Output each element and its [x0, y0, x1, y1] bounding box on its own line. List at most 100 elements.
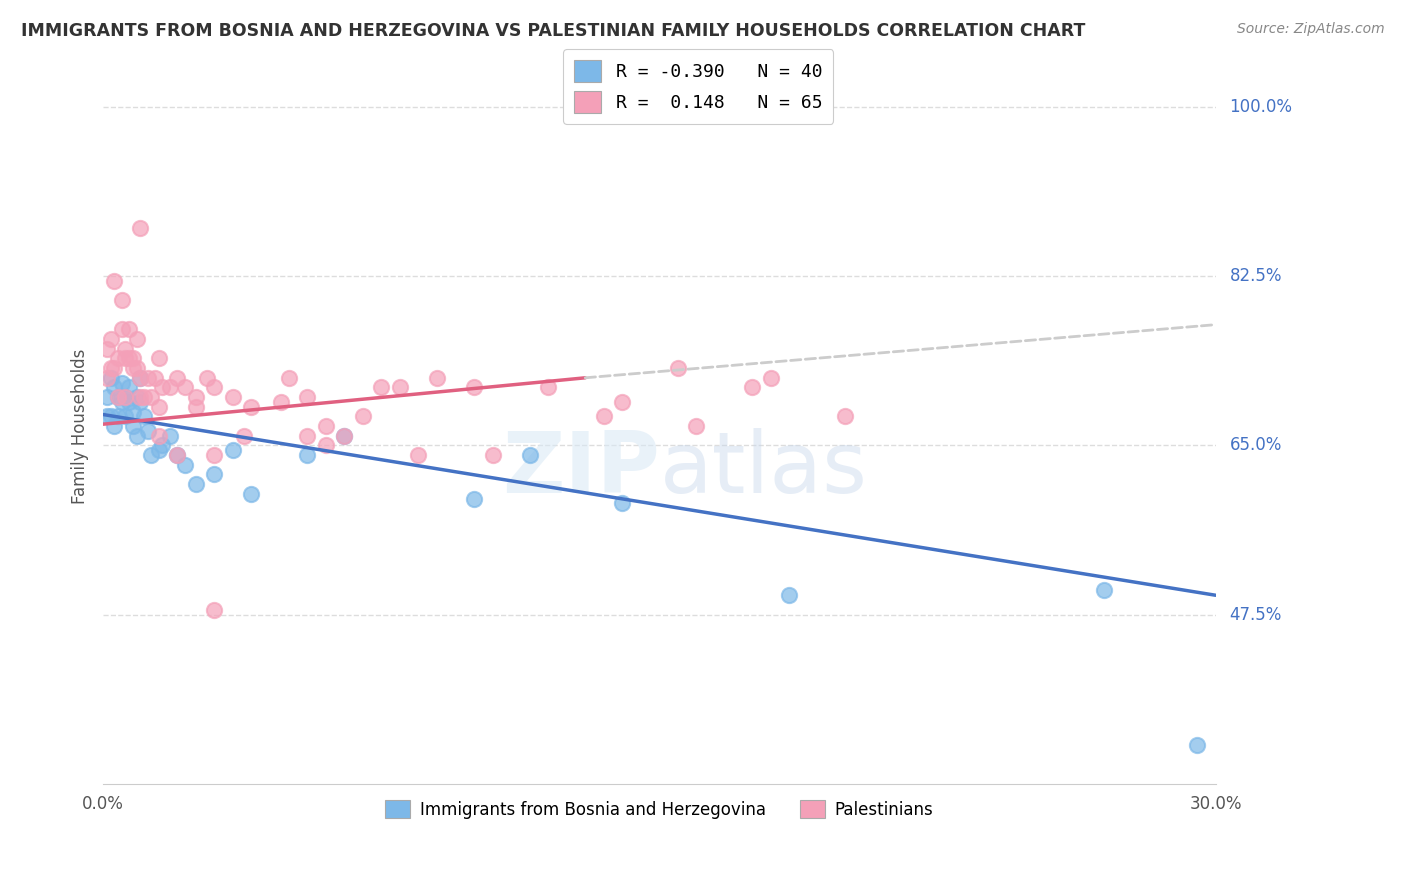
Point: [100, 371, 122, 385]
Point: [129, 221, 152, 235]
Point: [96, 409, 118, 424]
Text: 82.5%: 82.5%: [1230, 268, 1282, 285]
Point: [107, 351, 129, 366]
Point: [778, 588, 800, 602]
Point: [1094, 583, 1116, 598]
Point: [103, 274, 125, 288]
Point: [463, 491, 485, 506]
Text: 47.5%: 47.5%: [1230, 606, 1282, 624]
Point: [118, 380, 141, 394]
Point: [152, 438, 174, 452]
Point: [173, 380, 195, 394]
Point: [129, 371, 152, 385]
Point: [159, 429, 181, 443]
Point: [114, 390, 136, 404]
Point: [100, 409, 122, 424]
Point: [195, 371, 218, 385]
Point: [166, 448, 188, 462]
Point: [166, 371, 188, 385]
Point: [270, 395, 292, 409]
Point: [233, 429, 256, 443]
Point: [141, 448, 163, 462]
Y-axis label: Family Households: Family Households: [72, 349, 89, 504]
Point: [315, 438, 337, 452]
Point: [129, 395, 152, 409]
Point: [612, 395, 634, 409]
Point: [1185, 738, 1208, 752]
Point: [277, 371, 299, 385]
Text: 65.0%: 65.0%: [1230, 436, 1282, 454]
Point: [759, 371, 782, 385]
Point: [148, 400, 170, 414]
Point: [96, 371, 118, 385]
Point: [741, 380, 763, 394]
Point: [129, 390, 152, 404]
Point: [388, 380, 411, 394]
Point: [166, 448, 188, 462]
Point: [132, 390, 155, 404]
Point: [352, 409, 374, 424]
Point: [125, 429, 148, 443]
Point: [463, 380, 485, 394]
Point: [96, 390, 118, 404]
Point: [136, 424, 159, 438]
Point: [114, 409, 136, 424]
Point: [202, 603, 225, 617]
Point: [103, 361, 125, 376]
Point: [152, 380, 174, 394]
Point: [148, 443, 170, 458]
Point: [121, 404, 143, 418]
Point: [136, 371, 159, 385]
Point: [592, 409, 614, 424]
Point: [100, 361, 122, 376]
Point: [111, 322, 134, 336]
Point: [121, 351, 143, 366]
Point: [240, 400, 263, 414]
Point: [125, 390, 148, 404]
Point: [121, 419, 143, 434]
Point: [519, 448, 541, 462]
Point: [107, 390, 129, 404]
Point: [370, 380, 392, 394]
Point: [408, 448, 430, 462]
Text: ZIP: ZIP: [502, 427, 659, 510]
Point: [148, 429, 170, 443]
Point: [295, 429, 318, 443]
Point: [240, 487, 263, 501]
Point: [202, 380, 225, 394]
Point: [481, 448, 503, 462]
Text: Source: ZipAtlas.com: Source: ZipAtlas.com: [1237, 22, 1385, 37]
Point: [184, 390, 207, 404]
Point: [202, 467, 225, 482]
Point: [222, 390, 245, 404]
Point: [111, 395, 134, 409]
Point: [173, 458, 195, 472]
Point: [125, 332, 148, 346]
Point: [685, 419, 707, 434]
Point: [666, 361, 689, 376]
Point: [612, 496, 634, 510]
Point: [121, 361, 143, 376]
Point: [111, 293, 134, 308]
Point: [295, 448, 318, 462]
Point: [426, 371, 449, 385]
Text: IMMIGRANTS FROM BOSNIA AND HERZEGOVINA VS PALESTINIAN FAMILY HOUSEHOLDS CORRELAT: IMMIGRANTS FROM BOSNIA AND HERZEGOVINA V…: [21, 22, 1085, 40]
Point: [96, 342, 118, 356]
Point: [184, 477, 207, 491]
Point: [118, 351, 141, 366]
Point: [100, 332, 122, 346]
Point: [114, 342, 136, 356]
Point: [132, 409, 155, 424]
Text: atlas: atlas: [659, 427, 868, 510]
Point: [107, 409, 129, 424]
Point: [222, 443, 245, 458]
Point: [184, 400, 207, 414]
Point: [129, 371, 152, 385]
Point: [103, 380, 125, 394]
Point: [141, 390, 163, 404]
Point: [159, 380, 181, 394]
Point: [295, 390, 318, 404]
Point: [114, 351, 136, 366]
Text: 100.0%: 100.0%: [1230, 98, 1292, 116]
Point: [143, 371, 166, 385]
